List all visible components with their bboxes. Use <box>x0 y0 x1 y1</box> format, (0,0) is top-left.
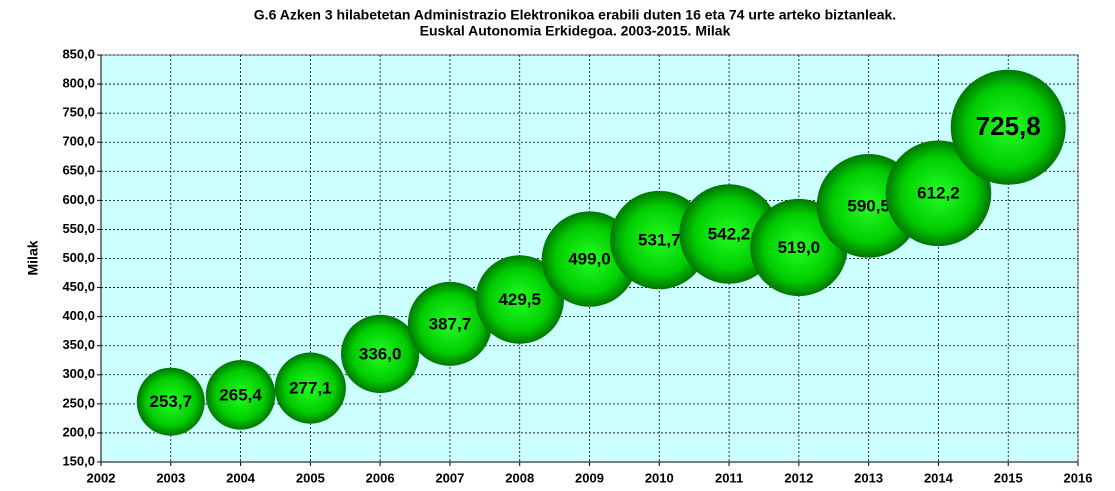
x-tick-label: 2014 <box>924 470 954 485</box>
data-label: 519,0 <box>778 238 821 257</box>
y-tick-label: 300,0 <box>62 366 95 381</box>
y-tick-label: 850,0 <box>62 46 95 61</box>
y-tick-label: 800,0 <box>62 76 95 91</box>
y-tick-label: 450,0 <box>62 279 95 294</box>
data-label: 429,5 <box>498 290 541 309</box>
data-label: 612,2 <box>917 184 960 203</box>
bubble <box>274 352 346 424</box>
data-label: 542,2 <box>708 224 751 243</box>
y-tick-label: 250,0 <box>62 395 95 410</box>
data-label: 499,0 <box>568 250 611 269</box>
y-tick-label: 750,0 <box>62 105 95 120</box>
x-tick-label: 2015 <box>994 470 1023 485</box>
y-tick-label: 650,0 <box>62 163 95 178</box>
x-tick-label: 2013 <box>854 470 883 485</box>
bubble <box>407 281 492 366</box>
chart-subtitle: Euskal Autonomia Erkidegoa. 2003-2015. M… <box>420 23 731 39</box>
x-tick-label: 2009 <box>575 470 604 485</box>
y-tick-label: 600,0 <box>62 192 95 207</box>
y-tick-label: 150,0 <box>62 453 95 468</box>
chart-title: G.6 Azken 3 hilabetetan Administrazio El… <box>254 7 896 23</box>
x-tick-label: 2012 <box>784 470 813 485</box>
x-tick-label: 2005 <box>296 470 325 485</box>
data-label: 590,5 <box>847 196 890 215</box>
bubble <box>885 140 992 247</box>
x-tick-label: 2007 <box>435 470 464 485</box>
bubble <box>950 69 1066 185</box>
y-tick-label: 350,0 <box>62 337 95 352</box>
x-tick-label: 2016 <box>1064 470 1093 485</box>
data-label: 253,7 <box>150 392 193 411</box>
y-tick-label: 700,0 <box>62 134 95 149</box>
data-label: 725,8 <box>976 111 1041 141</box>
data-label: 265,4 <box>219 385 262 404</box>
x-tick-label: 2006 <box>366 470 395 485</box>
x-tick-label: 2003 <box>156 470 185 485</box>
y-tick-label: 500,0 <box>62 250 95 265</box>
x-tick-label: 2008 <box>505 470 534 485</box>
data-label: 387,7 <box>429 314 472 333</box>
y-axis-label: Milak <box>25 240 41 275</box>
x-tick-label: 2010 <box>645 470 674 485</box>
data-label: 336,0 <box>359 344 402 363</box>
bubble <box>136 367 205 436</box>
bubble <box>341 314 420 393</box>
y-tick-label: 400,0 <box>62 308 95 323</box>
x-tick-label: 2004 <box>226 470 256 485</box>
y-tick-label: 550,0 <box>62 221 95 236</box>
data-label: 277,1 <box>289 379 332 398</box>
x-tick-label: 2002 <box>87 470 116 485</box>
bubble <box>475 255 564 344</box>
bubble <box>205 360 276 430</box>
data-label: 531,7 <box>638 231 681 250</box>
x-tick-label: 2011 <box>715 470 743 485</box>
y-tick-label: 200,0 <box>62 424 95 439</box>
